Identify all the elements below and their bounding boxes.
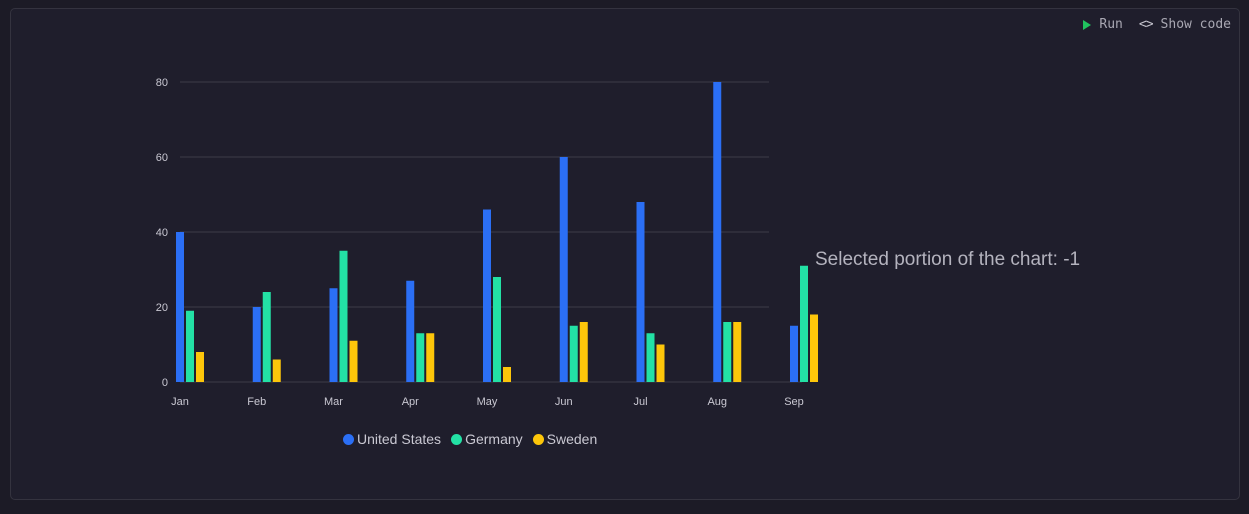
bar-germany-aug[interactable]: [723, 322, 732, 382]
bar-germany-sep[interactable]: [800, 265, 808, 382]
x-tick-label: Apr: [402, 396, 419, 408]
x-tick-label: Jun: [555, 396, 573, 408]
bar-united-states-sep[interactable]: [790, 325, 798, 382]
bar-germany-mar[interactable]: [339, 250, 348, 382]
code-brackets-icon: <>: [1138, 17, 1154, 32]
y-tick-label: 60: [156, 152, 168, 164]
show-code-label: Show code: [1160, 17, 1231, 32]
chart-legend: United States Germany Sweden: [343, 431, 597, 447]
chart-panel: Run <> Show code 0 20 40 60 80 Jan Feb Mar Apr Ma…: [10, 8, 1240, 500]
bar-sweden-mar[interactable]: [349, 340, 358, 382]
legend-item-germany[interactable]: Germany: [451, 431, 523, 447]
play-icon: [1083, 19, 1092, 30]
bar-germany-may[interactable]: [493, 277, 501, 382]
x-tick-label: Sep: [784, 396, 804, 408]
bar-sweden-feb[interactable]: [272, 359, 281, 383]
bar-sweden-jul[interactable]: [656, 344, 665, 383]
bar-chart: 0 20 40 60 80 Jan Feb Mar Apr May Jun Jul Aug Sep: [156, 77, 818, 408]
run-button[interactable]: Run: [1083, 17, 1123, 32]
bar-sweden-aug[interactable]: [733, 322, 742, 382]
bar-sweden-may[interactable]: [503, 367, 511, 382]
legend-label: Germany: [465, 431, 523, 447]
y-tick-label: 20: [156, 302, 168, 314]
bar-united-states-may[interactable]: [483, 209, 491, 383]
bar-sweden-jan[interactable]: [196, 352, 204, 382]
show-code-button[interactable]: <> Show code: [1139, 17, 1231, 32]
bar-germany-jul[interactable]: [646, 333, 655, 382]
selected-portion-text: Selected portion of the chart: -1: [815, 249, 1081, 270]
legend-label: United States: [357, 431, 442, 447]
bar-united-states-jul[interactable]: [636, 202, 645, 382]
x-tick-label: Aug: [707, 396, 727, 408]
run-label: Run: [1099, 17, 1123, 32]
bar-germany-apr[interactable]: [416, 333, 425, 382]
bar-sweden-sep[interactable]: [810, 314, 818, 383]
legend-label: Sweden: [546, 431, 598, 447]
bar-united-states-apr[interactable]: [406, 280, 415, 382]
x-tick-label: Jan: [171, 396, 189, 408]
x-tick-label: May: [477, 396, 498, 408]
bar-united-states-mar[interactable]: [329, 288, 338, 382]
bar-sweden-jun[interactable]: [579, 322, 588, 382]
legend-dot: [343, 433, 354, 445]
x-tick-label: Feb: [247, 396, 266, 408]
bar-sweden-apr[interactable]: [426, 333, 435, 382]
legend-item-sweden[interactable]: Sweden: [532, 431, 598, 447]
bar-united-states-jan[interactable]: [176, 232, 184, 382]
toolbar: Run <> Show code: [1083, 17, 1231, 32]
y-tick-label: 40: [156, 227, 168, 239]
y-tick-label: 0: [162, 377, 168, 389]
bar-germany-jan[interactable]: [186, 310, 194, 382]
bar-united-states-feb[interactable]: [252, 307, 261, 382]
bar-united-states-jun[interactable]: [559, 157, 568, 382]
legend-item-united-states[interactable]: United States: [343, 431, 441, 447]
legend-dot: [451, 433, 463, 445]
bar-germany-jun[interactable]: [569, 325, 578, 382]
bar-united-states-aug[interactable]: [713, 82, 722, 382]
x-tick-label: Jul: [633, 396, 647, 408]
y-tick-label: 80: [156, 77, 168, 89]
legend-dot: [532, 433, 544, 445]
x-tick-label: Mar: [324, 396, 343, 408]
bar-germany-feb[interactable]: [262, 292, 271, 382]
